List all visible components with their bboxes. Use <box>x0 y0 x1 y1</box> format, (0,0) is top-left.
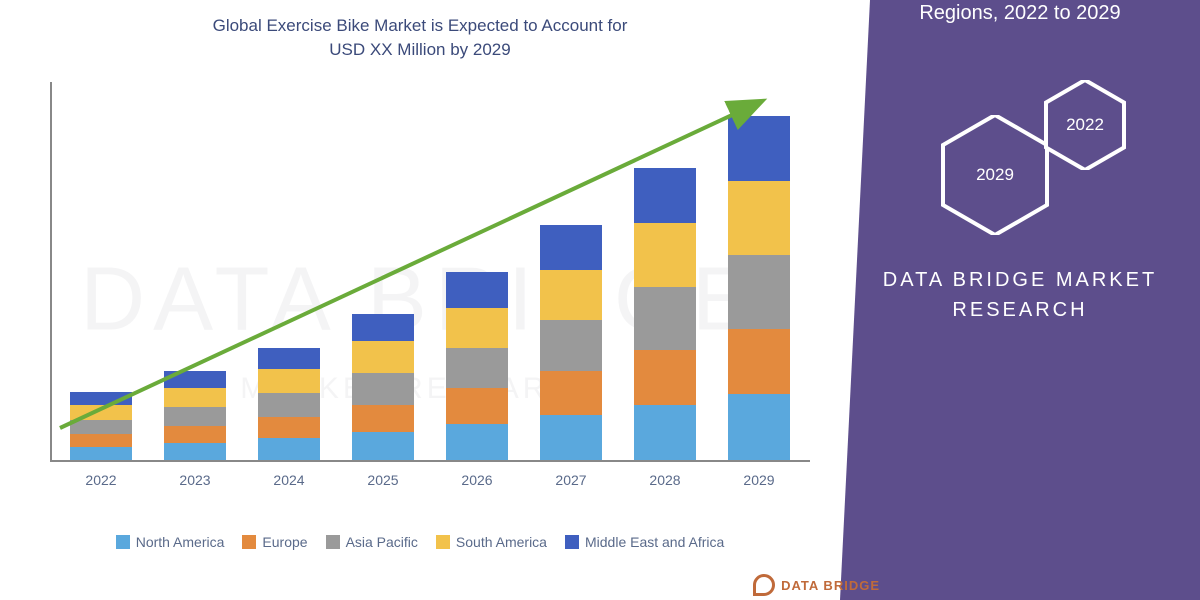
seg-2026-europe <box>446 388 508 424</box>
hexagon-2029: 2029 <box>935 115 1055 235</box>
x-label-2027: 2027 <box>525 472 617 488</box>
root: Global Exercise Bike Market is Expected … <box>0 0 1200 600</box>
legend-label: Europe <box>262 534 307 550</box>
seg-2022-asia-pacific <box>70 420 132 435</box>
seg-2022-south-america <box>70 405 132 420</box>
legend-item-north-america: North America <box>116 534 225 550</box>
seg-2022-north-america <box>70 447 132 460</box>
hexagon-big-label: 2029 <box>976 165 1014 185</box>
chart-area: 20222023202420252026202720282029 <box>30 82 810 502</box>
seg-2026-south-america <box>446 308 508 348</box>
seg-2027-asia-pacific <box>540 320 602 371</box>
seg-2028-middle-east-and-africa <box>634 168 696 223</box>
hexagon-group: 2029 2022 <box>860 55 1180 255</box>
seg-2026-middle-east-and-africa <box>446 272 508 308</box>
seg-2028-south-america <box>634 223 696 286</box>
x-label-2023: 2023 <box>149 472 241 488</box>
seg-2024-europe <box>258 417 320 438</box>
legend-swatch <box>326 535 340 549</box>
seg-2025-north-america <box>352 432 414 459</box>
legend-label: South America <box>456 534 547 550</box>
legend-item-europe: Europe <box>242 534 307 550</box>
seg-2025-europe <box>352 405 414 432</box>
bottom-logo-text: DATA BRIDGE <box>781 578 880 593</box>
seg-2027-europe <box>540 371 602 415</box>
seg-2023-asia-pacific <box>164 407 226 426</box>
seg-2022-europe <box>70 434 132 447</box>
brand-line2: RESEARCH <box>952 299 1087 321</box>
seg-2026-asia-pacific <box>446 348 508 388</box>
hexagon-small-label: 2022 <box>1066 115 1104 135</box>
title-line1: Global Exercise Bike Market is Expected … <box>213 16 628 35</box>
legend-item-south-america: South America <box>436 534 547 550</box>
seg-2026-north-america <box>446 424 508 460</box>
seg-2029-north-america <box>728 394 790 459</box>
x-label-2026: 2026 <box>431 472 523 488</box>
legend-label: Middle East and Africa <box>585 534 724 550</box>
bar-2025: 2025 <box>352 314 414 460</box>
seg-2024-middle-east-and-africa <box>258 348 320 369</box>
seg-2027-north-america <box>540 415 602 459</box>
left-panel: Global Exercise Bike Market is Expected … <box>0 0 840 600</box>
seg-2023-north-america <box>164 443 226 460</box>
seg-2029-asia-pacific <box>728 255 790 329</box>
seg-2023-south-america <box>164 388 226 407</box>
seg-2024-south-america <box>258 369 320 393</box>
seg-2025-south-america <box>352 341 414 373</box>
seg-2023-middle-east-and-africa <box>164 371 226 388</box>
chart-title: Global Exercise Bike Market is Expected … <box>20 14 820 62</box>
legend: North America Europe Asia Pacific South Ame… <box>20 534 820 550</box>
brand-line1: DATA BRIDGE MARKET <box>883 269 1157 291</box>
seg-2022-middle-east-and-africa <box>70 392 132 405</box>
x-label-2025: 2025 <box>337 472 429 488</box>
bar-2029: 2029 <box>728 116 790 460</box>
seg-2025-asia-pacific <box>352 373 414 405</box>
seg-2029-south-america <box>728 181 790 255</box>
legend-swatch <box>116 535 130 549</box>
seg-2028-north-america <box>634 405 696 460</box>
right-heading: Regions, 2022 to 2029 <box>860 2 1180 25</box>
bar-2028: 2028 <box>634 168 696 459</box>
logo-mark-icon <box>753 574 775 596</box>
brand-text: DATA BRIDGE MARKET RESEARCH <box>860 265 1180 325</box>
plot-region: 2022 2023 2024 2025 2026 2027 2028 2029 <box>50 82 810 462</box>
bar-2023: 2023 <box>164 371 226 460</box>
x-label-2022: 2022 <box>55 472 147 488</box>
legend-swatch <box>565 535 579 549</box>
bar-2026: 2026 <box>446 272 508 460</box>
legend-label: Asia Pacific <box>346 534 418 550</box>
bar-2022: 2022 <box>70 392 132 460</box>
x-label-2029: 2029 <box>713 472 805 488</box>
x-label-2024: 2024 <box>243 472 335 488</box>
x-label-2028: 2028 <box>619 472 711 488</box>
legend-swatch <box>242 535 256 549</box>
hexagon-2022: 2022 <box>1040 80 1130 170</box>
right-panel: Regions, 2022 to 2029 2029 2022 DATA BRI… <box>840 0 1200 600</box>
seg-2029-europe <box>728 329 790 394</box>
bar-2027: 2027 <box>540 225 602 459</box>
bottom-logo: DATA BRIDGE <box>753 574 880 596</box>
seg-2023-europe <box>164 426 226 443</box>
seg-2027-middle-east-and-africa <box>540 225 602 269</box>
title-line2: USD XX Million by 2029 <box>329 40 510 59</box>
legend-swatch <box>436 535 450 549</box>
legend-item-asia-pacific: Asia Pacific <box>326 534 418 550</box>
legend-label: North America <box>136 534 225 550</box>
seg-2024-asia-pacific <box>258 393 320 417</box>
seg-2024-north-america <box>258 438 320 459</box>
legend-item-middle-east-and-africa: Middle East and Africa <box>565 534 724 550</box>
seg-2029-middle-east-and-africa <box>728 116 790 181</box>
seg-2025-middle-east-and-africa <box>352 314 414 341</box>
seg-2028-europe <box>634 350 696 405</box>
seg-2027-south-america <box>540 270 602 321</box>
seg-2028-asia-pacific <box>634 287 696 350</box>
bar-2024: 2024 <box>258 348 320 460</box>
